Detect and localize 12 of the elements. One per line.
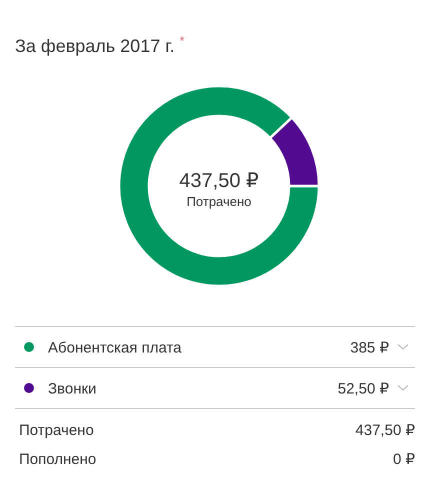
text: Потрачено — [186, 194, 252, 209]
data-label: 385 ₽ — [350, 340, 390, 356]
text: Потрачено — [19, 422, 94, 439]
text: 437,50 ₽ — [355, 422, 416, 439]
legend-label: Звонки — [48, 380, 96, 398]
legend-label: Абонентская плата — [48, 340, 182, 356]
text: Пополнено — [19, 451, 96, 468]
chart-title: За февраль 2017 г. $^{*}$ — [15, 34, 185, 56]
donut-slice — [118, 84, 320, 288]
text: 0 ₽ — [392, 451, 416, 468]
data-label: 52,50 ₽ — [338, 380, 390, 398]
text: 437,50 ₽ — [179, 170, 259, 192]
